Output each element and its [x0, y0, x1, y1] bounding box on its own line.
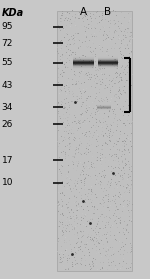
- Bar: [73, 60, 94, 61]
- Bar: [98, 64, 118, 65]
- Bar: [98, 59, 118, 60]
- Text: A: A: [80, 7, 87, 17]
- Bar: [98, 66, 118, 67]
- Bar: [73, 64, 94, 65]
- Bar: [98, 60, 118, 61]
- Bar: [73, 66, 94, 67]
- Bar: [97, 111, 111, 112]
- Bar: [73, 56, 94, 57]
- Bar: [73, 68, 94, 69]
- Text: 55: 55: [2, 58, 13, 67]
- Bar: [73, 55, 94, 56]
- Bar: [98, 56, 118, 57]
- Bar: [73, 62, 94, 63]
- Bar: [98, 57, 118, 58]
- Text: B: B: [104, 7, 112, 17]
- Text: 17: 17: [2, 156, 13, 165]
- Text: 95: 95: [2, 22, 13, 31]
- Bar: [98, 55, 118, 56]
- Bar: [98, 58, 118, 59]
- Bar: [97, 105, 111, 106]
- Bar: [98, 65, 118, 66]
- Bar: [97, 104, 111, 105]
- Bar: [97, 106, 111, 107]
- Bar: [73, 61, 94, 62]
- Bar: [97, 107, 111, 108]
- Bar: [97, 108, 111, 109]
- Text: 10: 10: [2, 178, 13, 187]
- Bar: [97, 103, 111, 104]
- Bar: [73, 57, 94, 58]
- Bar: [97, 110, 111, 111]
- Text: 34: 34: [2, 103, 13, 112]
- Bar: [73, 67, 94, 68]
- Text: KDa: KDa: [2, 8, 24, 18]
- Bar: [98, 63, 118, 64]
- Bar: [98, 68, 118, 69]
- Bar: [98, 61, 118, 62]
- Bar: [73, 69, 94, 70]
- Bar: [73, 59, 94, 60]
- Bar: [73, 58, 94, 59]
- Bar: [98, 69, 118, 70]
- Bar: [73, 70, 94, 71]
- Bar: [57, 11, 132, 271]
- Bar: [73, 65, 94, 66]
- Bar: [97, 109, 111, 110]
- Text: 43: 43: [2, 81, 13, 90]
- Bar: [98, 67, 118, 68]
- Bar: [98, 62, 118, 63]
- Bar: [73, 63, 94, 64]
- Text: 72: 72: [2, 39, 13, 48]
- Text: 26: 26: [2, 120, 13, 129]
